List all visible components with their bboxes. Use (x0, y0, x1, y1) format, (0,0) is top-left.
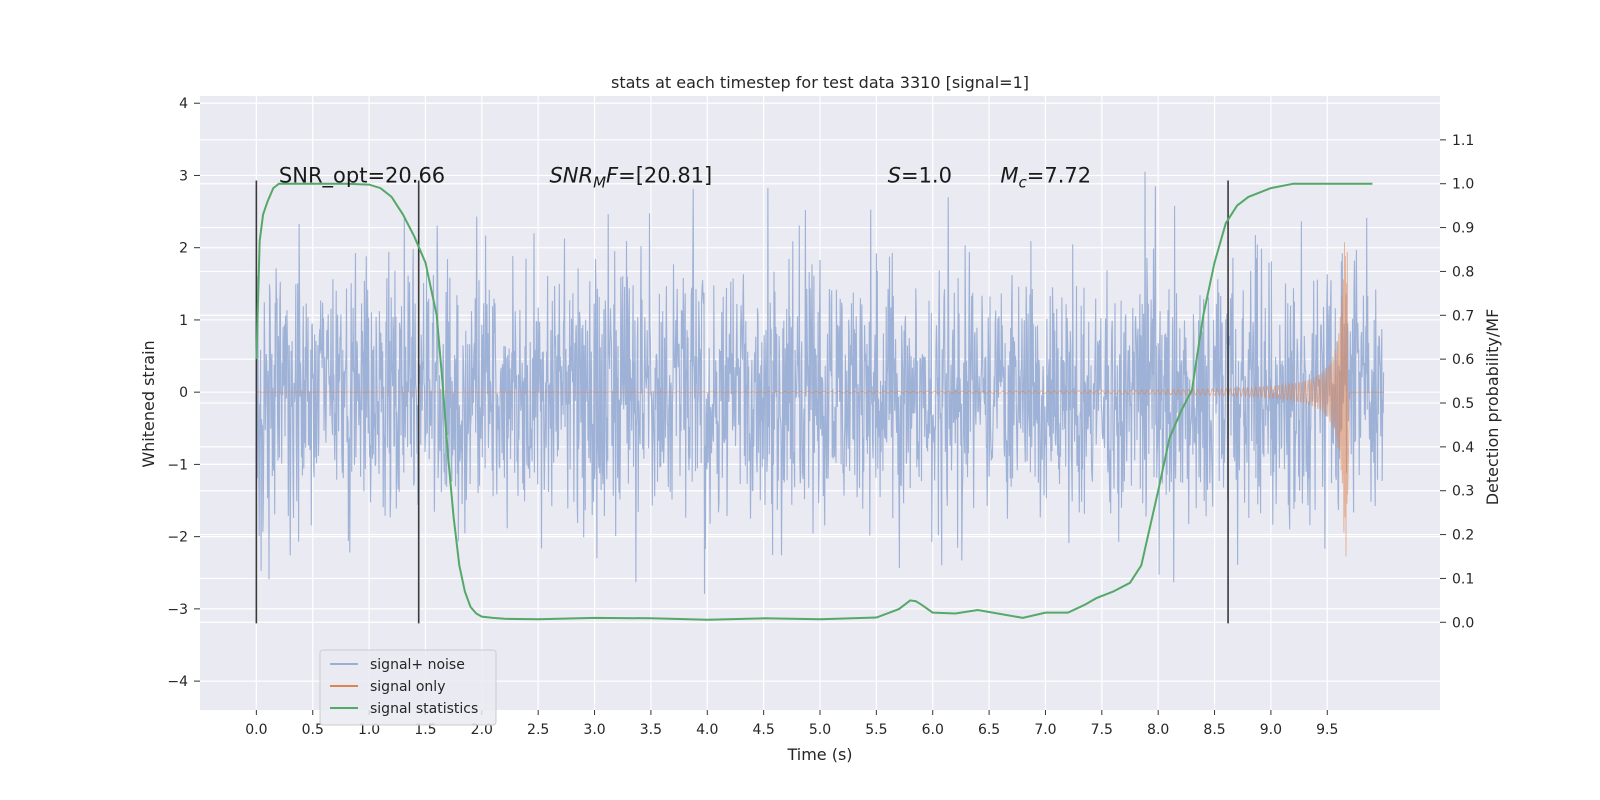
y-tick-label: −4 (167, 674, 188, 690)
annotation-3: Mc=7.72 (1000, 163, 1091, 191)
stats-trace (255, 182, 1373, 621)
y-tick-label: 0 (179, 385, 188, 401)
y2-tick-label: 0.9 (1452, 221, 1474, 237)
y2-tick-label: 0.0 (1452, 615, 1474, 631)
y2-tick-label: 0.5 (1452, 396, 1474, 412)
vertical-markers (255, 180, 1229, 624)
x-tick-label: 4.5 (753, 722, 775, 738)
legend-label-stats: signal statistics (370, 701, 478, 717)
x-tick-label: 3.0 (583, 722, 605, 738)
x-tick-label: 9.5 (1316, 722, 1338, 738)
chart-title: stats at each timestep for test data 331… (611, 73, 1029, 92)
x-axis: 0.0 0.5 1.0 1.5 2.0 2.5 3.0 3.5 4.0 4.5 5.0 5.5 6.0 6… (245, 710, 1338, 738)
y-axis-right: 0.0 0.1 0.2 0.3 0.4 0.5 0.6 0.7 0.8 0.9 1.0 1.1 (1440, 133, 1474, 631)
x-tick-label: 4.0 (696, 722, 718, 738)
annotation-2: S=1.0 (888, 163, 952, 187)
annotation-0: SNR_opt=20.66 (279, 163, 445, 188)
x-tick-label: 8.0 (1147, 722, 1169, 738)
y-tick-label: −2 (167, 530, 188, 546)
legend-label-noise: signal+ noise (370, 657, 465, 673)
legend-label-signal: signal only (370, 679, 445, 695)
y2-tick-label: 0.6 (1452, 352, 1474, 368)
series-signal-only (256, 242, 1384, 557)
x-tick-label: 1.0 (358, 722, 380, 738)
y2-tick-label: 0.2 (1452, 528, 1474, 544)
series-signal-statistics (255, 182, 1373, 621)
x-axis-title: Time (s) (786, 745, 852, 764)
x-tick-label: 2.0 (471, 722, 493, 738)
series-signal-noise (255, 171, 1385, 594)
y-axis-left: −4 −3 −2 −1 0 1 2 3 4 (167, 96, 200, 690)
legend-box (319, 649, 497, 726)
x-tick-label: 3.5 (640, 722, 662, 738)
y2-tick-label: 1.0 (1452, 177, 1474, 193)
y2-tick-label: 0.1 (1452, 571, 1474, 587)
y-tick-label: 2 (179, 241, 188, 257)
y2-tick-label: 0.8 (1452, 264, 1474, 280)
x-tick-label: 5.0 (809, 722, 831, 738)
y-tick-label: 1 (179, 313, 188, 329)
y2-tick-label: 1.1 (1452, 133, 1474, 149)
y-tick-label: 3 (179, 168, 188, 184)
x-tick-label: 1.5 (414, 722, 436, 738)
annotations: SNR_opt=20.66 SNRMF=[20.81] S=1.0 Mc=7.72 (279, 163, 1091, 191)
annotation-1: SNRMF=[20.81] (549, 163, 712, 191)
legend: signal+ noise signal only signal statist… (319, 649, 497, 726)
x-tick-label: 0.0 (245, 722, 267, 738)
x-tick-label: 0.5 (302, 722, 324, 738)
x-tick-label: 6.5 (978, 722, 1000, 738)
x-tick-label: 2.5 (527, 722, 549, 738)
x-tick-label: 7.0 (1034, 722, 1056, 738)
y-tick-label: −1 (167, 457, 188, 473)
noise-trace (255, 171, 1385, 594)
x-tick-label: 5.5 (865, 722, 887, 738)
x-tick-label: 8.5 (1203, 722, 1225, 738)
y2-tick-label: 0.7 (1452, 308, 1474, 324)
y2-axis-title: Detection probability/MF (1483, 309, 1502, 506)
y-tick-label: −3 (167, 602, 188, 618)
y2-tick-label: 0.3 (1452, 484, 1474, 500)
signal-trace (256, 242, 1384, 557)
y-axis-title: Whitened strain (139, 340, 158, 467)
x-tick-label: 6.0 (922, 722, 944, 738)
x-tick-label: 9.0 (1260, 722, 1282, 738)
y-tick-label: 4 (179, 96, 188, 112)
y2-tick-label: 0.4 (1452, 440, 1474, 456)
x-tick-label: 7.5 (1091, 722, 1113, 738)
